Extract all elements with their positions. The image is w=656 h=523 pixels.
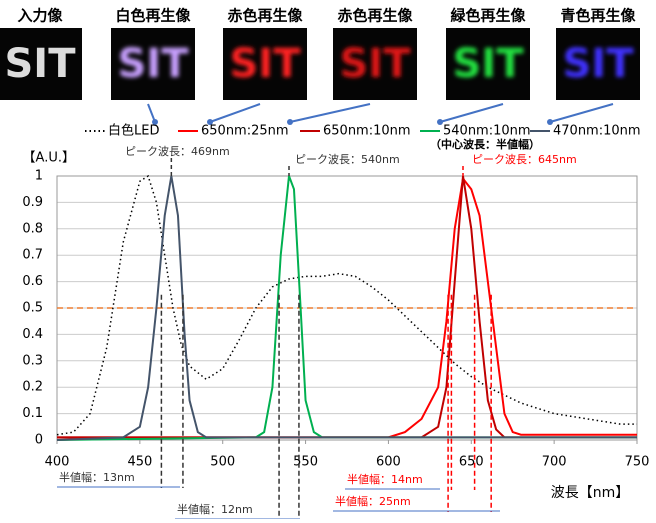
series-line: [56, 175, 637, 441]
legend-label: 650nm:10nm: [323, 124, 411, 139]
arrow: [289, 103, 371, 123]
arrow: [549, 103, 614, 123]
panel-image: [223, 28, 307, 100]
y-tick-label: 0.7: [22, 248, 43, 263]
x-tick-label: 700: [542, 455, 567, 470]
panel-title: 緑色再生像: [450, 7, 526, 25]
y-tick-label: 0.9: [22, 195, 43, 210]
legend-label: 650nm:25nm: [201, 124, 289, 139]
x-tick-label: 400: [45, 455, 70, 470]
arrow-head: [437, 119, 443, 125]
y-tick-label: 0.6: [22, 274, 43, 289]
arrow-head: [287, 119, 293, 125]
y-unit: 【A.U.】: [23, 151, 75, 166]
y-tick-label: 0.2: [22, 380, 43, 395]
x-tick-label: 500: [210, 455, 235, 470]
arrow-head: [207, 119, 213, 125]
arrow: [209, 103, 261, 123]
series-line: [57, 176, 637, 439]
peak-label: ピーク波長：469nm: [125, 145, 230, 158]
legend-label: 540nm:10nm: [443, 124, 531, 139]
arrow: [439, 103, 504, 123]
x-label: 波長【nm】: [551, 485, 630, 501]
half-width-label: 半値幅：13nm: [59, 470, 135, 484]
arrow-head: [152, 119, 158, 125]
panel-title: 青色再生像: [560, 7, 636, 25]
half-width-label: 半値幅：12nm: [177, 502, 253, 516]
panel-image-text: SIT: [118, 41, 190, 87]
peak-label: ピーク波長：645nm: [472, 153, 577, 166]
panel-image: [111, 28, 195, 100]
y-tick-label: 0.8: [22, 221, 43, 236]
y-tick-label: 0.1: [22, 406, 43, 421]
x-tick-label: 600: [376, 455, 401, 470]
panel-image: [556, 28, 640, 100]
y-tick-label: 0: [35, 433, 43, 448]
legend-label: 白色LED: [108, 123, 159, 139]
panel-image-text: SIT: [5, 41, 77, 87]
panel-image-text: SIT: [453, 41, 525, 87]
panel-image: [0, 28, 82, 100]
half-width-label: 半値幅：14nm: [347, 472, 423, 486]
series-line: [57, 175, 637, 439]
panel-image: [333, 28, 417, 100]
x-tick-label: 550: [293, 455, 318, 470]
panel-image: [446, 28, 530, 100]
y-tick-label: 0.3: [22, 353, 43, 368]
panel-image-text: SIT: [340, 41, 412, 87]
arrow: [147, 103, 156, 123]
arrow-head: [547, 119, 553, 125]
panel-title: 白色再生像: [115, 7, 191, 25]
legend-label: 470nm:10nm: [553, 124, 641, 139]
panel-title: 赤色再生像: [337, 7, 413, 25]
y-tick-label: 0.5: [22, 301, 43, 316]
panel-image-text: SIT: [563, 41, 635, 87]
panel-title: 赤色再生像: [227, 7, 303, 25]
x-tick-label: 450: [127, 455, 152, 470]
panel-image-text: SIT: [230, 41, 302, 87]
peak-label: ピーク波長：540nm: [295, 153, 400, 166]
x-tick-label: 650: [459, 455, 484, 470]
y-tick-label: 1: [35, 169, 43, 184]
half-width-label: 半値幅：25nm: [335, 494, 411, 508]
panel-title: 入力像: [17, 7, 63, 25]
series-line: [56, 174, 637, 436]
y-tick-label: 0.4: [22, 327, 43, 342]
x-tick-label: 750: [625, 455, 650, 470]
legend-note: （中心波長：半値幅）: [430, 137, 540, 151]
